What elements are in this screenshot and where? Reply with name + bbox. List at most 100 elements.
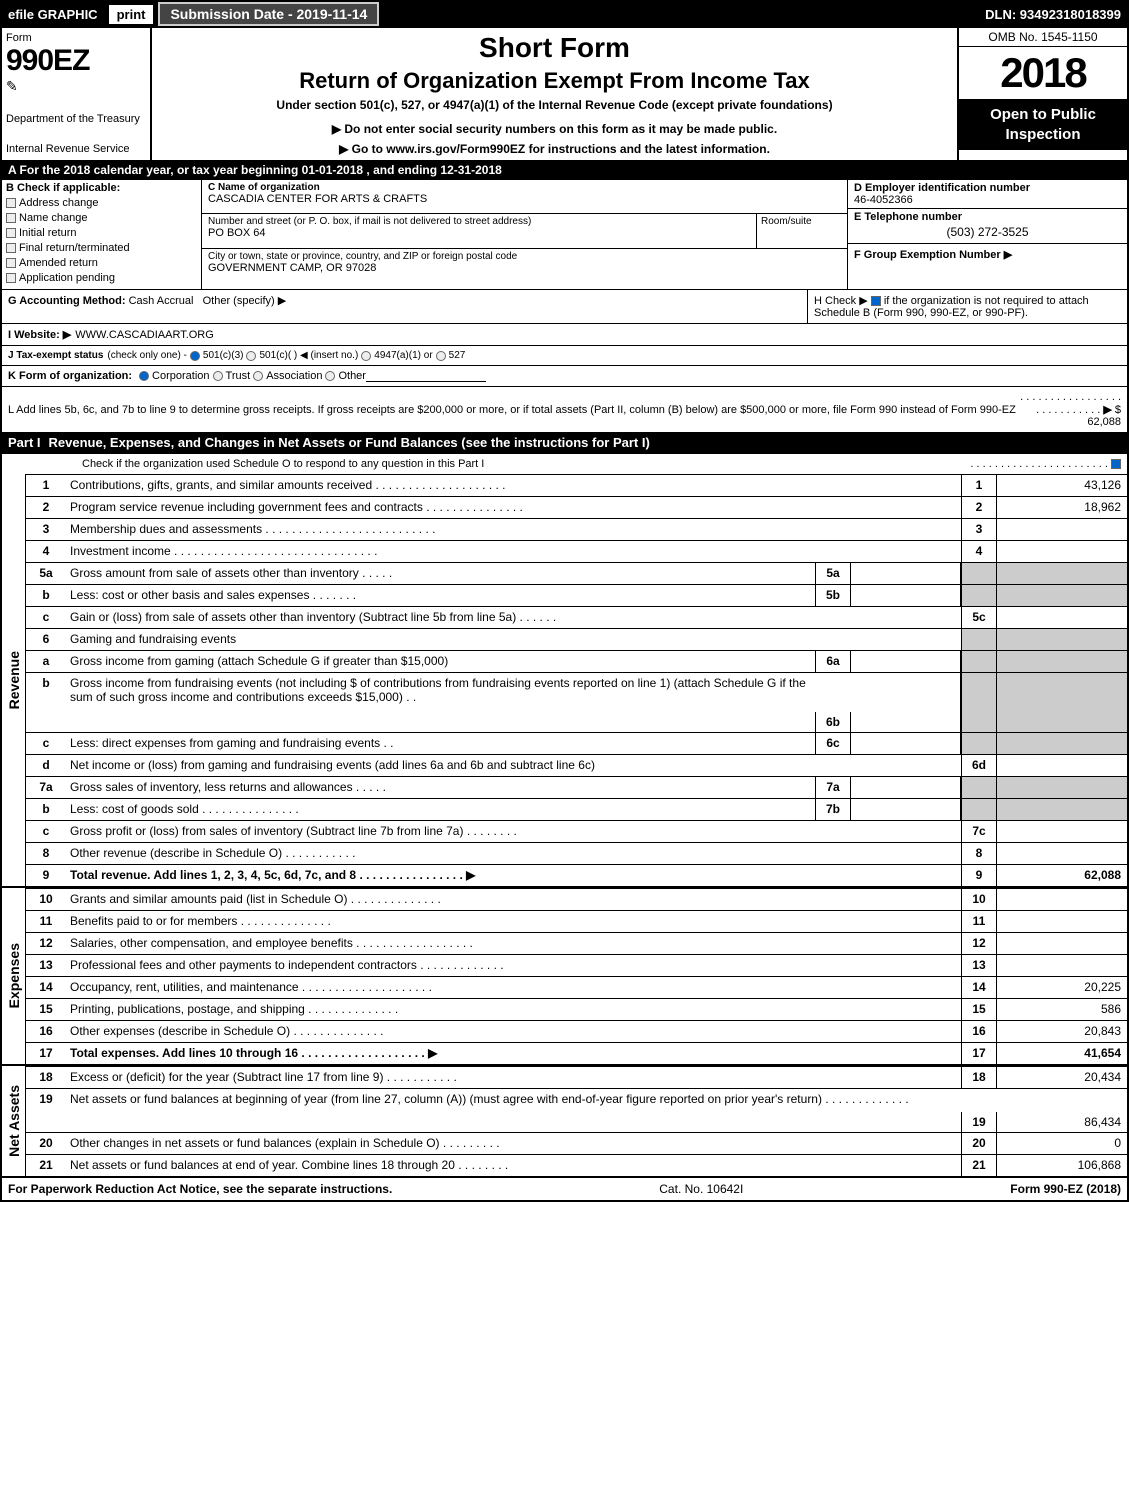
box-i-lead: I Website: ▶ — [8, 328, 71, 341]
revenue-side-label: Revenue — [2, 474, 26, 886]
row-i: I Website: ▶ WWW.CASCADIAART.ORG — [2, 323, 1127, 345]
submission-date: Submission Date - 2019-11-14 — [158, 2, 379, 26]
opt-initial-return: Initial return — [19, 227, 76, 239]
period-text-a: A For the 2018 calendar year, or tax yea… — [8, 163, 302, 177]
radio-other-org[interactable] — [325, 371, 335, 381]
line-6a: aGross income from gaming (attach Schedu… — [26, 650, 1127, 672]
radio-corporation[interactable] — [139, 371, 149, 381]
form-title-1: Short Form — [156, 32, 953, 64]
expenses-label-text: Expenses — [6, 943, 22, 1008]
form-title-2: Return of Organization Exempt From Incom… — [156, 68, 953, 94]
line-9-rnum: 9 — [961, 865, 997, 886]
netassets-side-label: Net Assets — [2, 1066, 26, 1176]
line-13-rnum: 13 — [961, 955, 997, 976]
box-l-arrow: ▶ — [1103, 404, 1111, 416]
line-21-rnum: 21 — [961, 1155, 997, 1176]
line-8-text: Other revenue (describe in Schedule O) — [70, 846, 282, 860]
form-container: efile GRAPHIC print Submission Date - 20… — [0, 0, 1129, 1202]
line-3-num: 3 — [26, 519, 66, 540]
radio-association[interactable] — [253, 371, 263, 381]
checkbox-schedule-o[interactable] — [1111, 459, 1121, 469]
line-6a-text: Gross income from gaming (attach Schedul… — [66, 651, 815, 672]
checkbox-h[interactable] — [871, 296, 881, 306]
line-7b-desc: Less: cost of goods sold . . . . . . . .… — [66, 799, 815, 820]
radio-4947[interactable] — [361, 351, 371, 361]
dln-label: DLN: 93492318018399 — [979, 7, 1127, 22]
line-6d-rnum: 6d — [961, 755, 997, 776]
line-7b-rnum-shade — [961, 799, 997, 820]
radio-501c3[interactable] — [190, 351, 200, 361]
city-label: City or town, state or province, country… — [208, 251, 841, 262]
line-12-rnum: 12 — [961, 933, 997, 954]
radio-527[interactable] — [436, 351, 446, 361]
line-19-value: 86,434 — [997, 1112, 1127, 1132]
line-5a-text: Gross amount from sale of assets other t… — [70, 566, 359, 580]
line-7c-num: c — [26, 821, 66, 842]
line-11-num: 11 — [26, 911, 66, 932]
line-2-value: 18,962 — [997, 497, 1127, 518]
line-15-rnum: 15 — [961, 999, 997, 1020]
line-6d-text: Net income or (loss) from gaming and fun… — [66, 755, 961, 776]
opt-501c3: 501(c)(3) — [203, 350, 244, 361]
line-10-rnum: 10 — [961, 889, 997, 910]
checkbox-name-change[interactable] — [6, 213, 16, 223]
row-g-h: G Accounting Method: Cash Accrual Other … — [2, 289, 1127, 323]
box-k-lead: K Form of organization: — [8, 370, 132, 382]
line-6-text: Gaming and fundraising events — [66, 629, 961, 650]
part-i-bar: Part I Revenue, Expenses, and Changes in… — [2, 432, 1127, 453]
line-20-text: Other changes in net assets or fund bala… — [70, 1136, 440, 1150]
street-value: PO BOX 64 — [208, 227, 750, 239]
line-7a-midval — [851, 777, 961, 798]
line-6b-rval-shade — [997, 673, 1127, 732]
line-15-num: 15 — [26, 999, 66, 1020]
line-5c-value — [997, 607, 1127, 628]
line-7b-text: Less: cost of goods sold — [70, 802, 199, 816]
line-3-rnum: 3 — [961, 519, 997, 540]
line-1-text: Contributions, gifts, grants, and simila… — [70, 478, 372, 492]
line-3: 3Membership dues and assessments . . . .… — [26, 518, 1127, 540]
line-1-num: 1 — [26, 475, 66, 496]
checkbox-address-change[interactable] — [6, 198, 16, 208]
checkbox-amended-return[interactable] — [6, 258, 16, 268]
checkbox-final-return[interactable] — [6, 243, 16, 253]
period-end: 12-31-2018 — [440, 163, 501, 177]
line-5b-text: Less: cost or other basis and sales expe… — [70, 588, 309, 602]
line-5a-midval — [851, 563, 961, 584]
opt-corporation: Corporation — [152, 370, 209, 382]
line-16-desc: Other expenses (describe in Schedule O) … — [66, 1021, 961, 1042]
line-7a-midnum: 7a — [815, 777, 851, 798]
line-10-desc: Grants and similar amounts paid (list in… — [66, 889, 961, 910]
line-17-text: Total expenses. Add lines 10 through 16 — [70, 1046, 298, 1060]
line-21-num: 21 — [26, 1155, 66, 1176]
box-b: B Check if applicable: Address change Na… — [2, 180, 202, 289]
website-link[interactable]: WWW.CASCADIAART.ORG — [75, 329, 214, 341]
line-5a-desc: Gross amount from sale of assets other t… — [66, 563, 815, 584]
checkbox-application-pending[interactable] — [6, 273, 16, 283]
line-5b: bLess: cost or other basis and sales exp… — [26, 584, 1127, 606]
print-button[interactable]: print — [108, 4, 155, 25]
radio-trust[interactable] — [213, 371, 223, 381]
line-6c-rval-shade — [997, 733, 1127, 754]
line-4-rnum: 4 — [961, 541, 997, 562]
opt-cash: Cash — [129, 295, 155, 307]
line-2-num: 2 — [26, 497, 66, 518]
opt-527: 527 — [449, 350, 466, 361]
tax-year: 2018 — [959, 47, 1127, 99]
row-j: J Tax-exempt status (check only one) - 5… — [2, 345, 1127, 365]
line-7c-value — [997, 821, 1127, 842]
line-8-num: 8 — [26, 843, 66, 864]
line-4: 4Investment income . . . . . . . . . . .… — [26, 540, 1127, 562]
irs-link[interactable]: www.irs.gov/Form990EZ — [386, 142, 525, 156]
other-org-line[interactable] — [366, 370, 486, 382]
line-11-value — [997, 911, 1127, 932]
checkbox-initial-return[interactable] — [6, 228, 16, 238]
line-4-text: Investment income — [70, 544, 171, 558]
org-name: CASCADIA CENTER FOR ARTS & CRAFTS — [208, 193, 841, 205]
row-k: K Form of organization: Corporation Trus… — [2, 365, 1127, 386]
part-i-check-text: Check if the organization used Schedule … — [82, 458, 484, 470]
opt-other-specify: Other (specify) ▶ — [203, 295, 287, 307]
line-3-text: Membership dues and assessments — [70, 522, 262, 536]
header-right: OMB No. 1545-1150 2018 Open to Public In… — [957, 28, 1127, 160]
radio-501c[interactable] — [246, 351, 256, 361]
line-12: 12Salaries, other compensation, and empl… — [26, 932, 1127, 954]
